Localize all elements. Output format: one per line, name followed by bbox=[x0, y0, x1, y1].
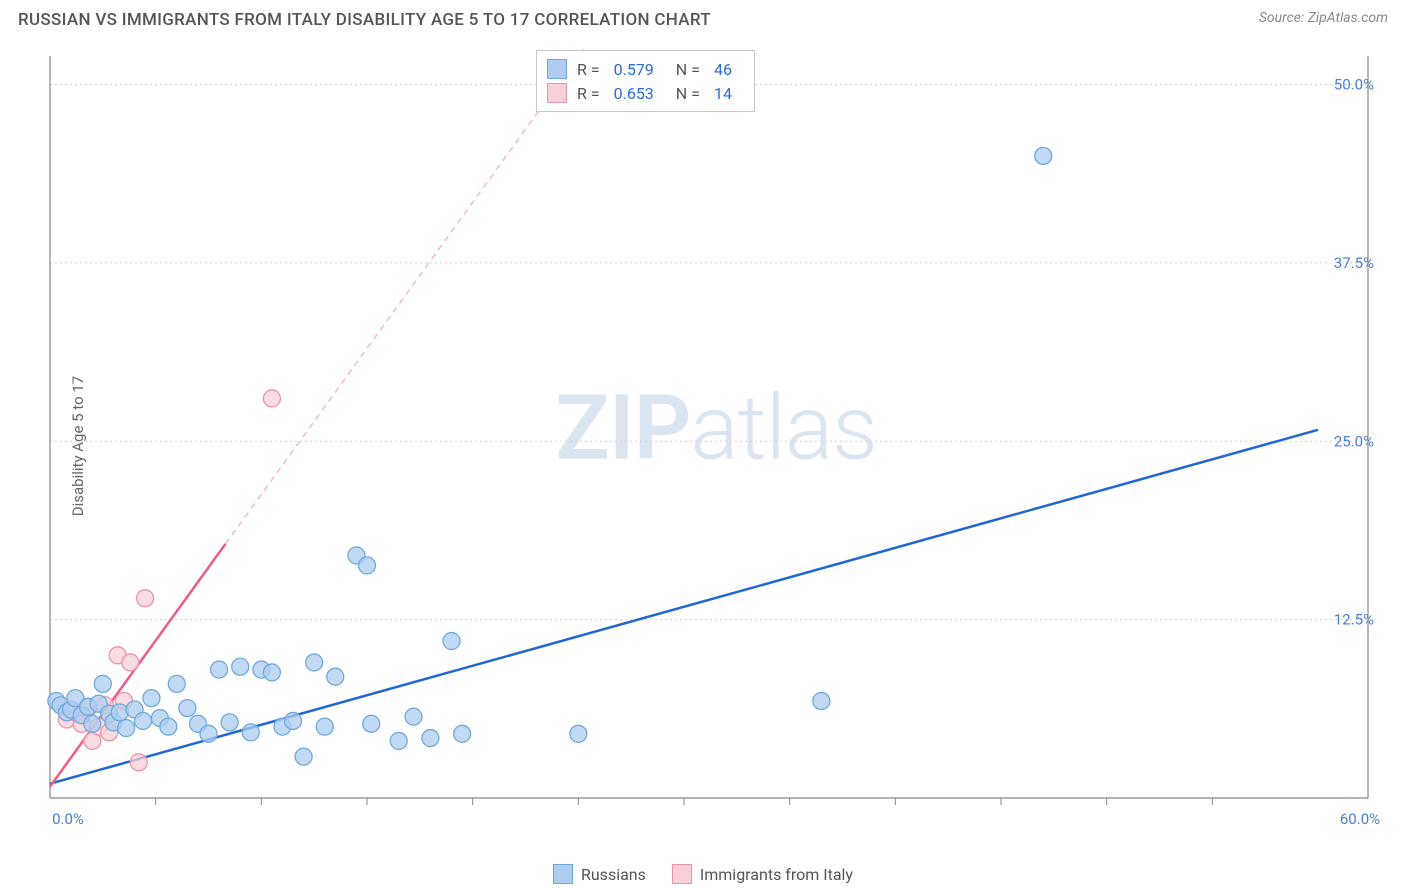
data-point bbox=[285, 712, 302, 729]
swatch-blue-icon bbox=[553, 864, 573, 884]
data-point bbox=[232, 658, 249, 675]
legend-item-italy: Immigrants from Italy bbox=[672, 864, 853, 884]
data-point bbox=[130, 754, 147, 771]
data-point bbox=[363, 715, 380, 732]
r-label: R = bbox=[577, 84, 600, 103]
legend-row-russians: R = 0.579 N = 46 bbox=[547, 57, 744, 81]
data-point bbox=[168, 675, 185, 692]
trend-line-dash bbox=[225, 48, 588, 544]
chart-title: RUSSIAN VS IMMIGRANTS FROM ITALY DISABIL… bbox=[18, 10, 711, 30]
data-point bbox=[94, 675, 111, 692]
n-value-russians: 46 bbox=[710, 60, 744, 79]
data-point bbox=[221, 714, 238, 731]
series-legend: Russians Immigrants from Italy bbox=[553, 864, 853, 884]
data-point bbox=[390, 732, 407, 749]
data-point bbox=[295, 748, 312, 765]
title-bar: RUSSIAN VS IMMIGRANTS FROM ITALY DISABIL… bbox=[0, 0, 1406, 36]
legend-label-russians: Russians bbox=[581, 865, 646, 884]
swatch-pink-icon bbox=[672, 864, 692, 884]
data-point bbox=[137, 590, 154, 607]
data-point bbox=[211, 661, 228, 678]
data-point bbox=[1035, 147, 1052, 164]
data-point bbox=[570, 725, 587, 742]
data-point bbox=[443, 633, 460, 650]
data-point bbox=[134, 712, 151, 729]
legend-label-italy: Immigrants from Italy bbox=[700, 865, 853, 884]
data-point bbox=[111, 704, 128, 721]
data-point bbox=[422, 730, 439, 747]
data-point bbox=[84, 715, 101, 732]
r-label: R = bbox=[577, 60, 600, 79]
swatch-pink-icon bbox=[547, 83, 567, 103]
data-point bbox=[813, 692, 830, 709]
trend-line bbox=[50, 430, 1318, 784]
data-point bbox=[160, 718, 177, 735]
correlation-legend: R = 0.579 N = 46 R = 0.653 N = 14 bbox=[536, 50, 755, 112]
data-point bbox=[143, 690, 160, 707]
data-point bbox=[242, 724, 259, 741]
swatch-blue-icon bbox=[547, 59, 567, 79]
data-point bbox=[454, 725, 471, 742]
source-prefix: Source: bbox=[1259, 10, 1308, 26]
data-point bbox=[359, 557, 376, 574]
data-point bbox=[405, 708, 422, 725]
n-label: N = bbox=[676, 60, 700, 79]
n-label: N = bbox=[676, 84, 700, 103]
scatter-plot-svg: 12.5%25.0%37.5%50.0%0.0%60.0% bbox=[44, 48, 1388, 840]
legend-row-italy: R = 0.653 N = 14 bbox=[547, 81, 744, 105]
data-point bbox=[327, 668, 344, 685]
r-value-russians: 0.579 bbox=[610, 60, 666, 79]
plot-area: 12.5%25.0%37.5%50.0%0.0%60.0% ZIPatlas bbox=[44, 48, 1388, 840]
data-point bbox=[118, 720, 135, 737]
data-point bbox=[263, 390, 280, 407]
data-point bbox=[200, 725, 217, 742]
r-value-italy: 0.653 bbox=[610, 84, 666, 103]
data-point bbox=[179, 700, 196, 717]
data-point bbox=[122, 654, 139, 671]
data-point bbox=[306, 654, 323, 671]
data-point bbox=[316, 718, 333, 735]
x-tick-label: 0.0% bbox=[52, 810, 84, 828]
x-tick-label: 60.0% bbox=[1340, 810, 1380, 828]
source-name: ZipAtlas.com bbox=[1308, 10, 1388, 26]
n-value-italy: 14 bbox=[710, 84, 744, 103]
source-attribution: Source: ZipAtlas.com bbox=[1259, 10, 1388, 26]
legend-item-russians: Russians bbox=[553, 864, 646, 884]
chart-container: RUSSIAN VS IMMIGRANTS FROM ITALY DISABIL… bbox=[0, 0, 1406, 892]
data-point bbox=[263, 664, 280, 681]
